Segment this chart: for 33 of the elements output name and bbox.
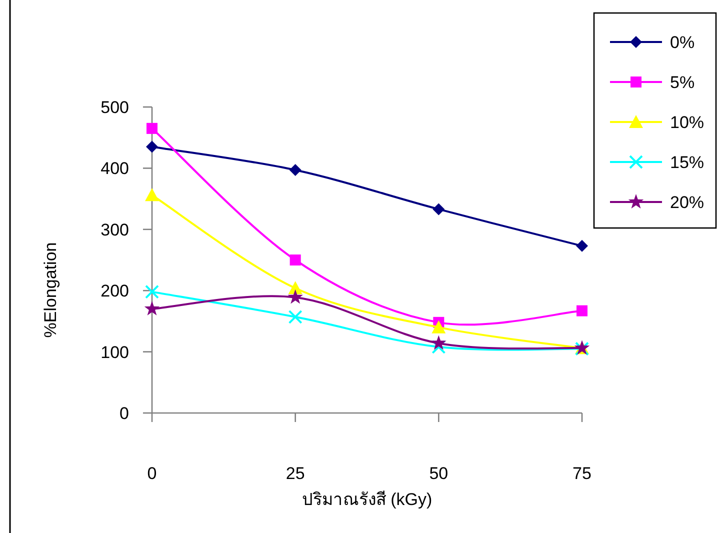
point bbox=[289, 164, 302, 176]
y-tick-label: 100 bbox=[100, 342, 129, 362]
point bbox=[290, 254, 301, 266]
y-tick-label: 300 bbox=[100, 220, 129, 240]
x-tick-label: 25 bbox=[286, 464, 305, 483]
y-axis-title: %Elongation bbox=[41, 242, 60, 338]
point bbox=[432, 203, 445, 216]
y-tick-label: 400 bbox=[100, 159, 129, 178]
point bbox=[288, 310, 302, 324]
point bbox=[145, 188, 159, 202]
legend-label: 5% bbox=[670, 73, 695, 92]
legend-label: 20% bbox=[670, 193, 704, 212]
point bbox=[288, 281, 302, 294]
point bbox=[146, 140, 158, 153]
y-tick-label: 500 bbox=[100, 98, 129, 117]
x-tick-label: 0 bbox=[147, 464, 157, 483]
point bbox=[576, 240, 588, 252]
point bbox=[432, 340, 446, 354]
y-tick-label: 200 bbox=[100, 282, 129, 301]
point bbox=[146, 122, 158, 134]
x-tick-label: 50 bbox=[429, 464, 448, 483]
point bbox=[431, 335, 446, 350]
point bbox=[576, 305, 588, 316]
legend-label: 15% bbox=[670, 153, 704, 172]
legend-label: 10% bbox=[670, 113, 704, 132]
y-tick-label: 0 bbox=[120, 404, 129, 423]
point bbox=[432, 320, 446, 334]
x-tick-label: 75 bbox=[572, 464, 592, 483]
point bbox=[145, 284, 159, 299]
legend-label: 0% bbox=[670, 33, 695, 52]
point bbox=[144, 300, 160, 316]
x-axis-title: ปริมาณรังสี (kGy) bbox=[302, 490, 432, 509]
point bbox=[288, 289, 303, 304]
